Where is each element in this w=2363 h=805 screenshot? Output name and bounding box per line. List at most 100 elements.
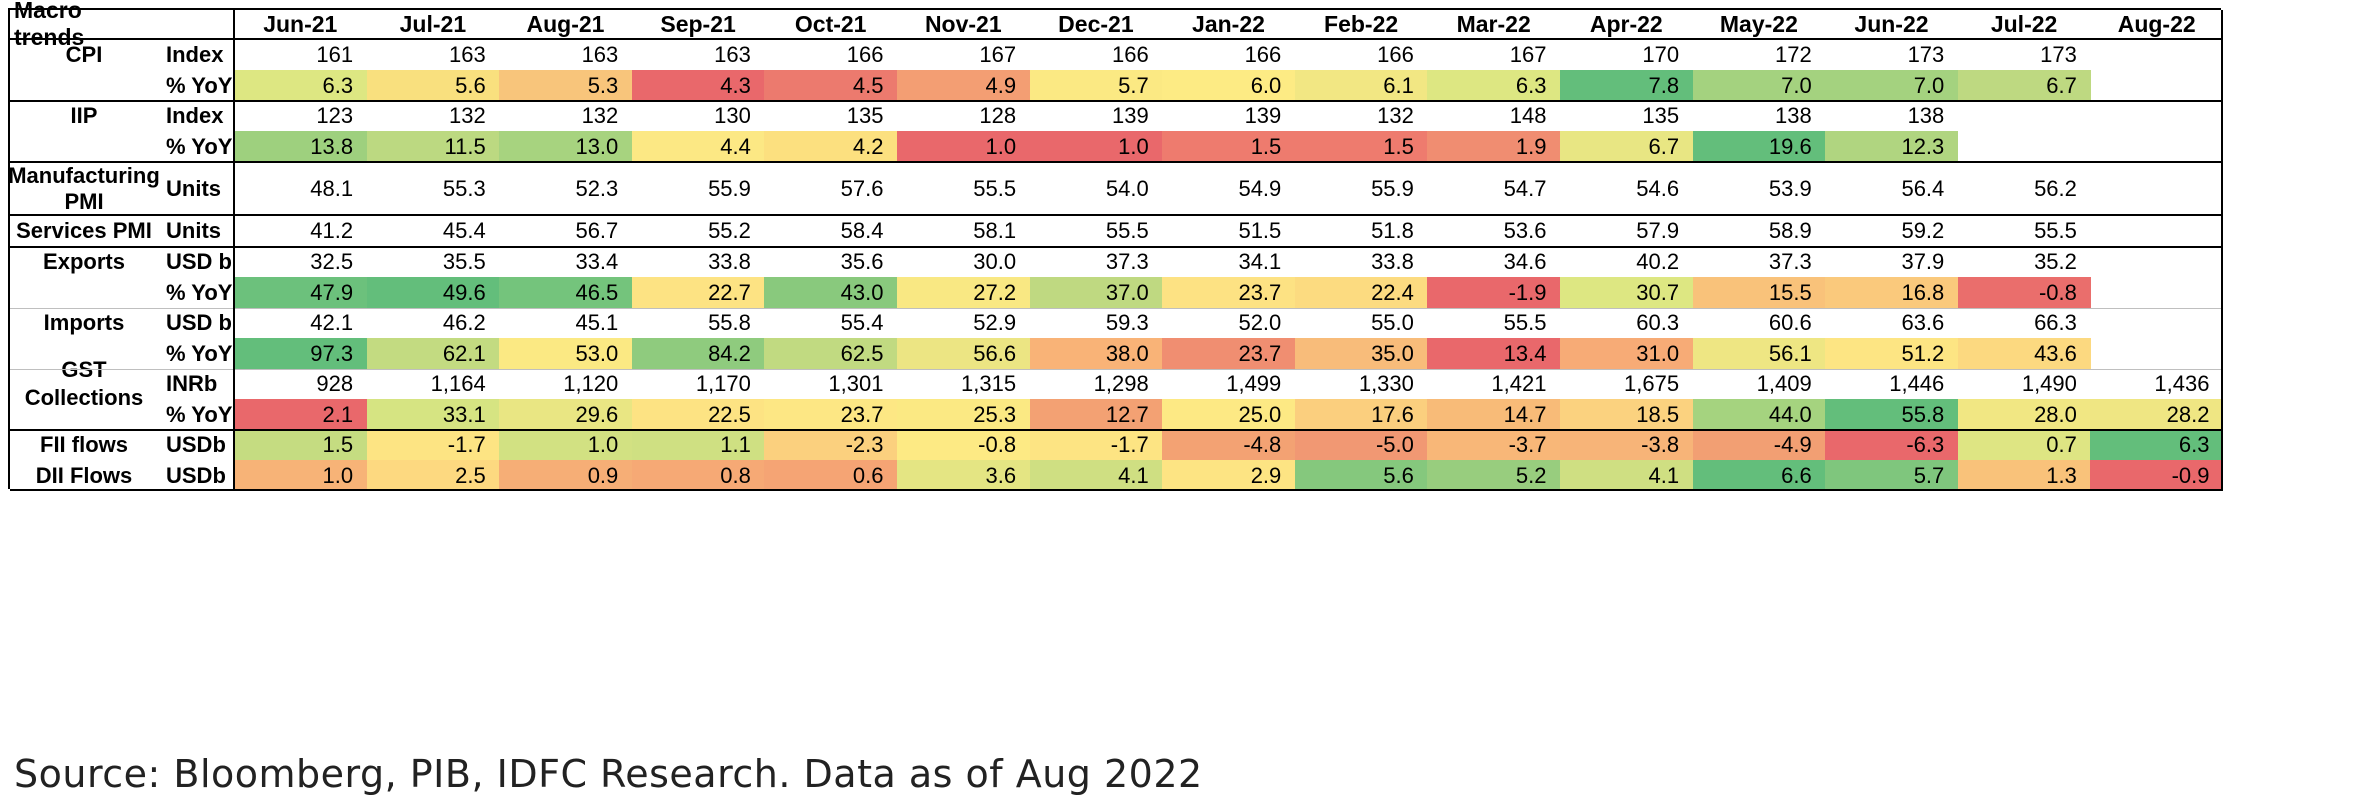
data-cell: 12.3 <box>1825 131 1959 162</box>
unit-label: % YoY <box>166 133 233 159</box>
unit-label: Units <box>166 218 221 243</box>
data-cell: 55.5 <box>1105 218 1149 243</box>
data-cell <box>1958 131 2091 162</box>
label-divider <box>233 10 235 491</box>
unit-label: % YoY <box>166 401 233 427</box>
data-cell: 128 <box>979 103 1017 128</box>
header-divider <box>10 38 2223 40</box>
data-cell: 6.6 <box>1692 460 1826 491</box>
data-cell: 132 <box>581 103 619 128</box>
data-cell: 25.3 <box>897 399 1031 430</box>
data-cell <box>2090 338 2223 369</box>
data-cell: 47.9 <box>234 277 368 308</box>
data-cell: -1.7 <box>1029 430 1163 460</box>
data-cell: 13.4 <box>1427 338 1561 369</box>
data-cell <box>2090 308 2223 338</box>
data-cell: 23.7 <box>764 399 898 430</box>
unit-label: USD b <box>166 310 232 335</box>
data-cell: 1,330 <box>1358 371 1414 396</box>
table-title: Macro trends <box>14 0 85 50</box>
data-cell: 1.5 <box>1294 131 1428 162</box>
data-cell: 139 <box>1244 103 1282 128</box>
data-cell: 166 <box>1244 42 1282 67</box>
data-cell: 0.7 <box>1957 430 2091 460</box>
data-cell: 1.0 <box>1029 131 1163 162</box>
data-cell: -6.3 <box>1825 430 1959 460</box>
data-cell: 62.1 <box>366 338 500 369</box>
data-cell: 163 <box>581 42 619 67</box>
data-cell: 51.2 <box>1825 338 1959 369</box>
data-cell: 130 <box>714 103 751 128</box>
data-cell: 5.7 <box>1029 70 1163 101</box>
month-header: Jul-22 <box>1990 10 2058 37</box>
data-cell: 6.1 <box>1294 70 1428 101</box>
data-cell: -0.9 <box>2090 460 2224 491</box>
data-cell: 25.0 <box>1162 399 1296 430</box>
data-cell: 5.3 <box>499 70 633 101</box>
data-cell: 1.5 <box>1162 131 1296 162</box>
data-cell: 59.3 <box>1105 310 1149 335</box>
data-cell: 58.4 <box>840 218 884 243</box>
data-cell: 1.0 <box>499 430 633 460</box>
data-cell: -3.7 <box>1427 430 1561 460</box>
data-cell: 135 <box>846 103 884 128</box>
data-cell: -0.8 <box>1957 277 2091 308</box>
data-cell: 1,436 <box>2154 371 2210 396</box>
data-cell: 4.4 <box>631 131 765 162</box>
data-cell: 1,301 <box>828 371 884 396</box>
data-cell: 58.1 <box>973 218 1017 243</box>
data-cell: 56.4 <box>1901 175 1945 201</box>
data-cell: 1,298 <box>1093 371 1149 396</box>
month-header: Jul-21 <box>399 10 467 37</box>
data-cell: 55.8 <box>708 310 751 335</box>
data-cell: 138 <box>1907 103 1945 128</box>
data-cell: 55.9 <box>1371 175 1414 201</box>
data-cell: 49.6 <box>366 277 500 308</box>
data-cell: 37.3 <box>1768 249 1812 274</box>
data-cell: 928 <box>316 371 354 396</box>
data-cell: 35.2 <box>2034 249 2077 274</box>
data-cell: 51.8 <box>1371 218 1414 243</box>
data-cell: 0.9 <box>499 460 633 491</box>
data-cell: 1,164 <box>430 371 486 396</box>
data-cell: 6.7 <box>1560 131 1694 162</box>
data-cell: -5.0 <box>1294 430 1428 460</box>
data-cell: 33.1 <box>366 399 500 430</box>
data-cell: -4.9 <box>1692 430 1826 460</box>
data-cell: 23.7 <box>1162 277 1296 308</box>
data-cell: 1.3 <box>1957 460 2091 491</box>
data-cell: 1.9 <box>1427 131 1561 162</box>
data-cell: 135 <box>1642 103 1680 128</box>
data-cell: 6.3 <box>2090 430 2224 460</box>
data-cell: 23.7 <box>1162 338 1296 369</box>
data-cell: 1,421 <box>1491 371 1547 396</box>
row-divider <box>10 369 2223 370</box>
data-cell: 17.6 <box>1294 399 1428 430</box>
data-cell: 52.9 <box>973 310 1017 335</box>
data-cell: 55.5 <box>1503 310 1547 335</box>
data-cell: 56.6 <box>897 338 1031 369</box>
data-cell <box>2090 101 2223 131</box>
data-cell: 166 <box>846 42 884 67</box>
unit-label: Index <box>166 103 224 128</box>
data-cell: 53.9 <box>1768 175 1812 201</box>
section-divider <box>10 161 2223 163</box>
data-cell: 170 <box>1642 42 1680 67</box>
section-divider <box>10 429 2223 431</box>
data-cell: 60.6 <box>1768 310 1812 335</box>
month-header: Jan-22 <box>1192 10 1265 37</box>
data-cell <box>2090 215 2223 247</box>
data-cell: 4.9 <box>897 70 1031 101</box>
section-divider <box>10 246 2223 248</box>
data-cell: 52.3 <box>575 175 619 201</box>
section-divider <box>10 100 2223 102</box>
data-cell: 66.3 <box>2034 310 2077 335</box>
data-cell: 32.5 <box>310 249 354 274</box>
row-group-label: Manufacturing PMI <box>8 162 160 214</box>
data-cell: 6.3 <box>1427 70 1561 101</box>
data-cell: 56.2 <box>2034 175 2077 201</box>
data-cell: 53.6 <box>1503 218 1547 243</box>
data-cell: 37.0 <box>1029 277 1163 308</box>
data-cell: 31.0 <box>1560 338 1694 369</box>
month-header: Aug-21 <box>526 10 605 37</box>
